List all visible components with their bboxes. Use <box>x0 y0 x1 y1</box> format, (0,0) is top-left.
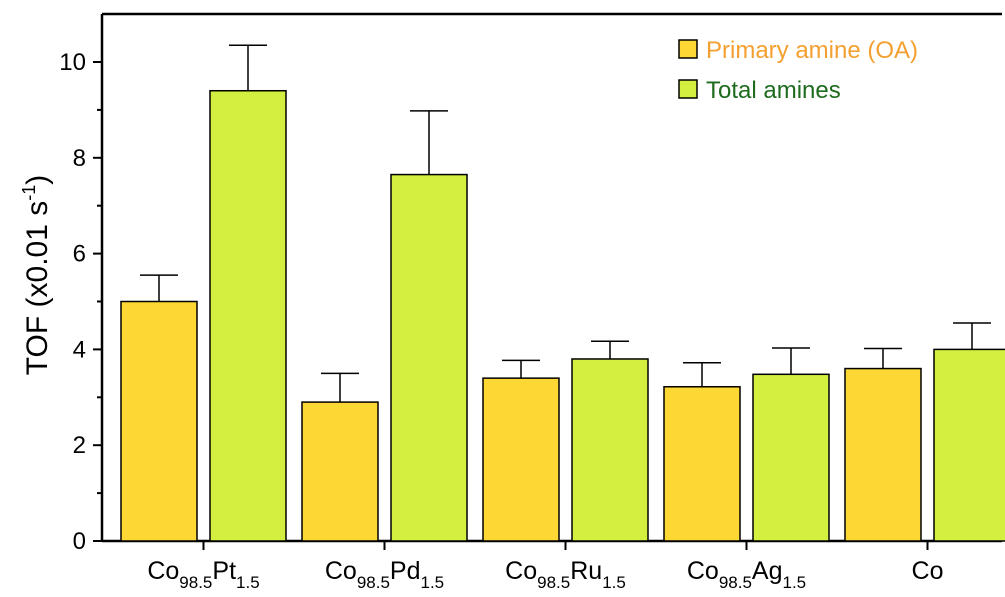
y-tick-label: 2 <box>73 432 86 459</box>
y-tick-label: 10 <box>59 49 86 76</box>
bar-primary-amine <box>301 401 379 542</box>
bar-total-amines <box>209 89 287 542</box>
y-axis-ticks: 0 2 4 6 8 10 <box>59 49 102 555</box>
bar-primary-amine <box>844 367 922 542</box>
bar-primary-amine <box>663 386 741 542</box>
y-tick-label: 4 <box>73 336 86 363</box>
legend-swatch-total-amines <box>678 79 698 99</box>
bar-total-amines <box>933 348 1005 542</box>
error-bars <box>140 44 991 403</box>
x-category-label: Co98.5Ag1.5 <box>687 557 806 592</box>
bar-total-amines <box>571 358 649 542</box>
y-tick-label: 8 <box>73 145 86 172</box>
y-tick-label: 6 <box>73 241 86 268</box>
legend: Primary amine (OA) Total amines <box>678 37 918 104</box>
x-axis-category-labels: Co98.5Pt1.5 Co98.5Pd1.5 Co98.5Ru1.5 Co98.5A… <box>147 557 943 592</box>
x-category-label: Co98.5Pt1.5 <box>147 557 259 592</box>
y-tick-label: 0 <box>73 528 86 555</box>
x-category-label: Co <box>912 557 944 585</box>
legend-swatch-primary-amine <box>678 39 698 59</box>
bar-primary-amine <box>120 300 198 542</box>
legend-label-primary-amine: Primary amine (OA) <box>706 37 918 64</box>
y-axis-title: TOF (x0.01 s-1) <box>19 175 54 376</box>
legend-label-total-amines: Total amines <box>706 77 841 104</box>
x-category-label: Co98.5Ru1.5 <box>505 557 626 592</box>
bar-primary-amine <box>482 377 560 542</box>
bars <box>120 89 1005 542</box>
bar-total-amines <box>752 373 830 542</box>
x-category-label: Co98.5Pd1.5 <box>325 557 444 592</box>
bar-total-amines <box>390 173 468 542</box>
